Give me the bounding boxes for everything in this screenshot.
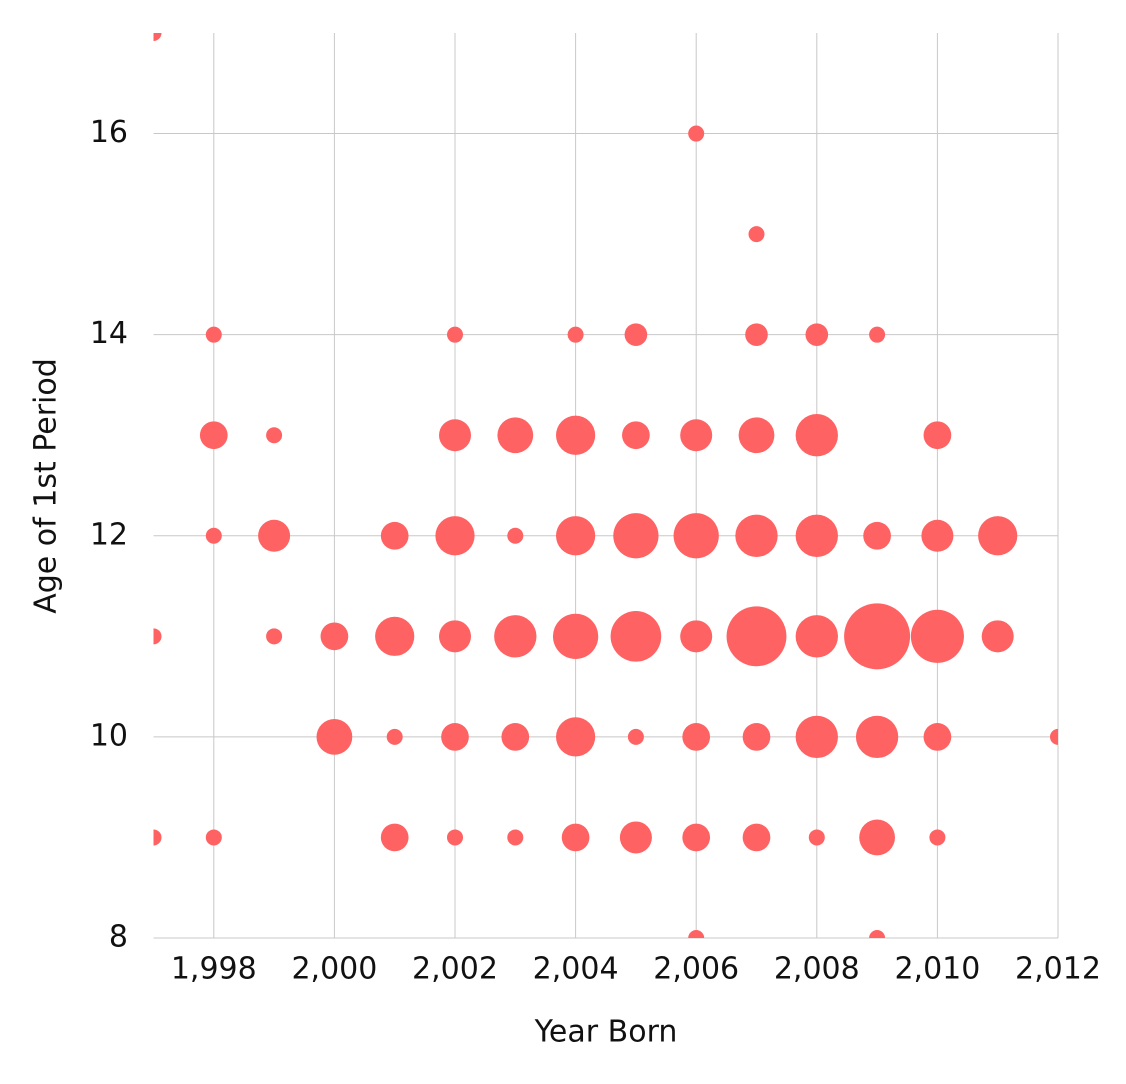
bubble bbox=[375, 616, 415, 656]
bubble bbox=[447, 326, 463, 343]
bubble bbox=[258, 519, 291, 552]
bubble bbox=[682, 823, 711, 852]
bubble bbox=[205, 527, 222, 544]
bubble bbox=[735, 514, 778, 557]
x-tick-label: 2,000 bbox=[291, 952, 377, 987]
bubble bbox=[923, 421, 952, 450]
bubble bbox=[380, 823, 409, 852]
bubble bbox=[435, 516, 475, 556]
bubble bbox=[688, 125, 705, 142]
bubble bbox=[153, 628, 162, 645]
bubble bbox=[441, 723, 469, 751]
bubble bbox=[844, 603, 911, 670]
x-tick-label: 2,004 bbox=[533, 952, 619, 987]
bubble bbox=[316, 719, 353, 755]
bubble bbox=[808, 829, 825, 846]
x-tick-label: 2,012 bbox=[1015, 952, 1101, 987]
bubble bbox=[869, 930, 886, 938]
bubble bbox=[910, 609, 964, 663]
bubble bbox=[673, 513, 719, 559]
plot-area bbox=[153, 33, 1058, 938]
bubble bbox=[682, 723, 711, 751]
bubble bbox=[859, 819, 895, 856]
bubble bbox=[552, 613, 599, 659]
bubble bbox=[855, 715, 899, 759]
bubble bbox=[613, 513, 659, 559]
bubble bbox=[805, 323, 829, 346]
bubble bbox=[742, 823, 771, 852]
bubble bbox=[567, 326, 584, 343]
bubble bbox=[795, 514, 838, 557]
bubble bbox=[795, 715, 838, 759]
bubble bbox=[610, 611, 662, 662]
x-tick-label: 2,006 bbox=[653, 952, 739, 987]
y-axis-title: Age of 1st Period bbox=[29, 358, 64, 614]
bubble bbox=[680, 419, 713, 452]
bubble bbox=[199, 421, 228, 450]
x-tick-label: 2,010 bbox=[894, 952, 980, 987]
y-tick-label: 16 bbox=[90, 115, 128, 150]
bubble bbox=[619, 821, 652, 854]
y-tick-label: 10 bbox=[90, 718, 128, 753]
y-tick-label: 8 bbox=[109, 920, 128, 955]
bubble bbox=[981, 620, 1014, 653]
bubble bbox=[320, 622, 349, 651]
x-axis-title: Year Born bbox=[534, 1015, 678, 1050]
bubble bbox=[748, 226, 765, 243]
bubble bbox=[921, 519, 954, 552]
bubble bbox=[1050, 728, 1058, 745]
bubble bbox=[386, 728, 403, 745]
y-tick-label: 12 bbox=[90, 517, 128, 552]
bubble bbox=[266, 427, 283, 444]
bubble bbox=[439, 620, 471, 653]
bubble bbox=[556, 415, 596, 455]
bubble bbox=[622, 421, 650, 450]
bubble bbox=[439, 419, 471, 452]
bubble bbox=[507, 527, 524, 544]
bubble bbox=[205, 829, 222, 846]
bubble bbox=[507, 829, 524, 846]
bubble bbox=[624, 323, 648, 346]
grid bbox=[153, 33, 1059, 939]
bubble bbox=[205, 326, 222, 343]
bubble bbox=[742, 723, 771, 751]
bubble bbox=[153, 33, 162, 41]
bubble bbox=[978, 516, 1018, 556]
bubble bbox=[627, 728, 644, 745]
x-tick-label: 2,002 bbox=[412, 952, 498, 987]
bubble bbox=[929, 829, 946, 846]
bubble bbox=[494, 615, 537, 658]
bubble bbox=[795, 414, 838, 457]
bubble bbox=[869, 326, 886, 343]
bubble bbox=[726, 606, 787, 667]
bubble bbox=[688, 930, 705, 938]
bubble bbox=[556, 717, 596, 757]
bubble bbox=[863, 521, 891, 550]
x-tick-label: 2,008 bbox=[774, 952, 860, 987]
x-tick-label: 1,998 bbox=[171, 952, 257, 987]
bubble bbox=[447, 829, 463, 846]
bubble bbox=[380, 521, 409, 550]
bubble bbox=[680, 620, 713, 653]
bubble bbox=[266, 628, 283, 645]
bubble bbox=[561, 823, 590, 852]
bubble bbox=[745, 323, 768, 346]
bubble bbox=[923, 723, 952, 751]
bubble bbox=[795, 615, 838, 658]
bubble bbox=[497, 417, 534, 454]
bubble bbox=[501, 723, 530, 751]
bubble bbox=[738, 417, 775, 454]
y-tick-label: 14 bbox=[90, 316, 128, 351]
bubble bbox=[153, 829, 162, 846]
bubble bbox=[556, 516, 596, 556]
